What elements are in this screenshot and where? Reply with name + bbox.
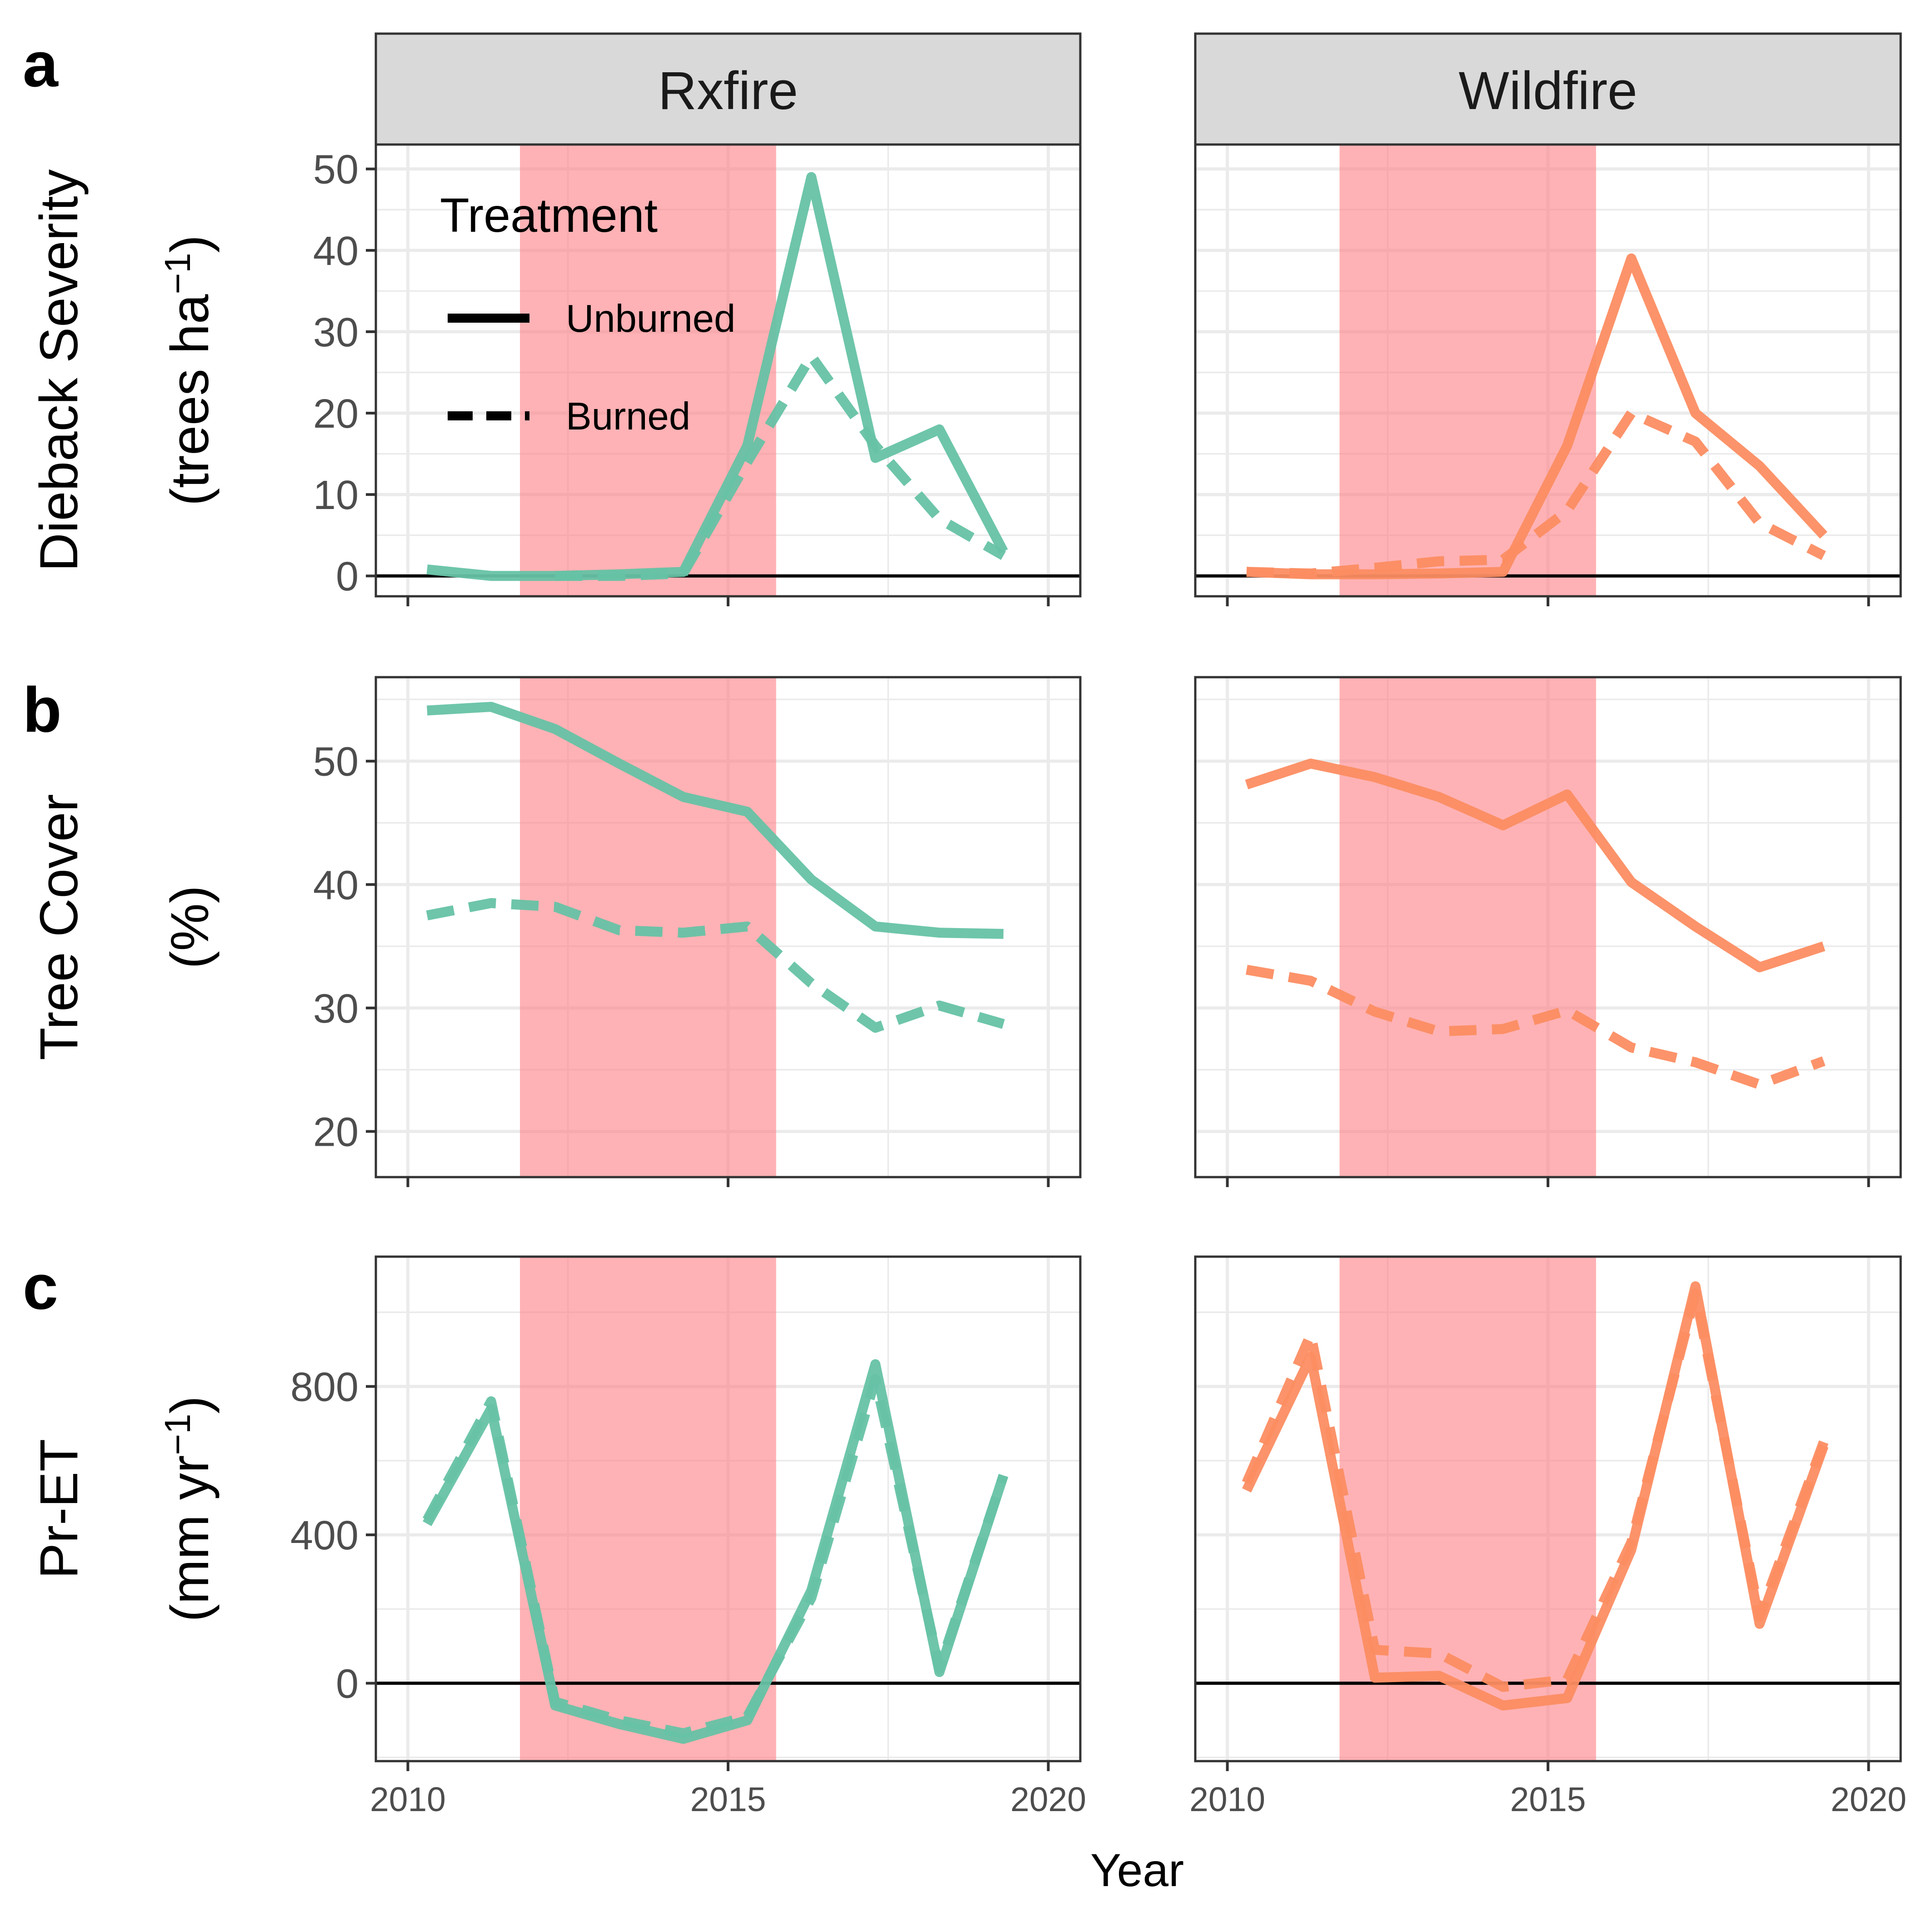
y-axis-title-b: Tree Cover [29, 794, 89, 1060]
y-tick-label: 40 [313, 229, 359, 274]
series-line-burned [555, 351, 1006, 581]
panel-letter-c: c [23, 1251, 58, 1323]
drought-period-band [520, 145, 776, 596]
drought-period-band [1339, 145, 1596, 596]
x-tick-label: 2020 [1010, 1780, 1086, 1818]
y-axis-unit-a: (trees ha−1) [157, 235, 220, 506]
row-labels: a b c [23, 29, 62, 1323]
y-axis-title-a: Dieback Severity [29, 169, 89, 571]
series-line-unburned [1245, 759, 1826, 973]
series-line-burned [1246, 964, 1826, 1090]
y-tick-label: 50 [313, 147, 359, 193]
panel-a-rxfire: 0 10 20 30 40 50 [313, 143, 1082, 606]
x-tick-label: 2010 [370, 1780, 446, 1818]
y-tick-label: 800 [290, 1365, 359, 1410]
y-tick-label: 50 [313, 739, 359, 785]
x-tick-label: 2015 [690, 1780, 766, 1818]
x-tick-label: 2020 [1831, 1780, 1907, 1818]
legend-title: Treatment [440, 189, 658, 242]
y-tick-label: 0 [336, 1662, 359, 1707]
strip-rxfire [374, 32, 1082, 146]
panel-a-wildfire [1194, 143, 1902, 606]
y-tick-label: 400 [290, 1513, 359, 1558]
series-line-burned [423, 1374, 1008, 1738]
y-axis-title-c: Pr-ET [29, 1439, 89, 1579]
series-line-burned [1246, 408, 1826, 579]
y-axis-unit-b: (%) [160, 885, 220, 969]
y-tick-label: 30 [313, 986, 359, 1032]
y-tick-label: 40 [313, 863, 359, 908]
panel-letter-b: b [23, 674, 62, 745]
y-tick-label: 20 [313, 1110, 359, 1155]
panel-b-rxfire: 20 30 40 50 [313, 676, 1082, 1187]
series-line-unburned [426, 172, 1008, 581]
x-tick-label: 2015 [1510, 1780, 1586, 1818]
panel-b-wildfire [1194, 676, 1902, 1187]
y-tick-label: 10 [313, 473, 359, 518]
y-tick-label: 0 [336, 554, 359, 599]
strip-label-wildfire: Wildfire [1458, 61, 1637, 121]
y-tick-label: 20 [313, 391, 359, 437]
legend-label-burned: Burned [566, 395, 690, 438]
series-line-burned [1242, 1288, 1829, 1692]
strip-wildfire [1194, 32, 1902, 146]
series-line-unburned [427, 702, 1004, 939]
legend: Treatment Unburned Burned [440, 189, 735, 438]
strip-label-rxfire: Rxfire [658, 61, 798, 121]
panel-c-wildfire: 2010 2015 2020 [1189, 1255, 1907, 1818]
x-tick-label: 2010 [1189, 1780, 1265, 1818]
legend-label-unburned: Unburned [566, 297, 735, 340]
drought-period-band [520, 1257, 776, 1761]
y-axis-unit-c: (mm yr−1) [157, 1396, 220, 1622]
facet-strips: Rxfire Wildfire [374, 32, 1902, 146]
panel-letter-a: a [23, 29, 59, 100]
panel-c-rxfire: 2010 2015 2020 0 400 800 [290, 1255, 1086, 1818]
series-line-burned [426, 898, 1005, 1033]
x-axis-title: Year [1090, 1844, 1184, 1896]
y-tick-label: 30 [313, 310, 359, 355]
drought-period-band [1339, 677, 1596, 1177]
y-axis-titles: Dieback Severity (trees ha−1) Tree Cover (%… [29, 169, 220, 1622]
